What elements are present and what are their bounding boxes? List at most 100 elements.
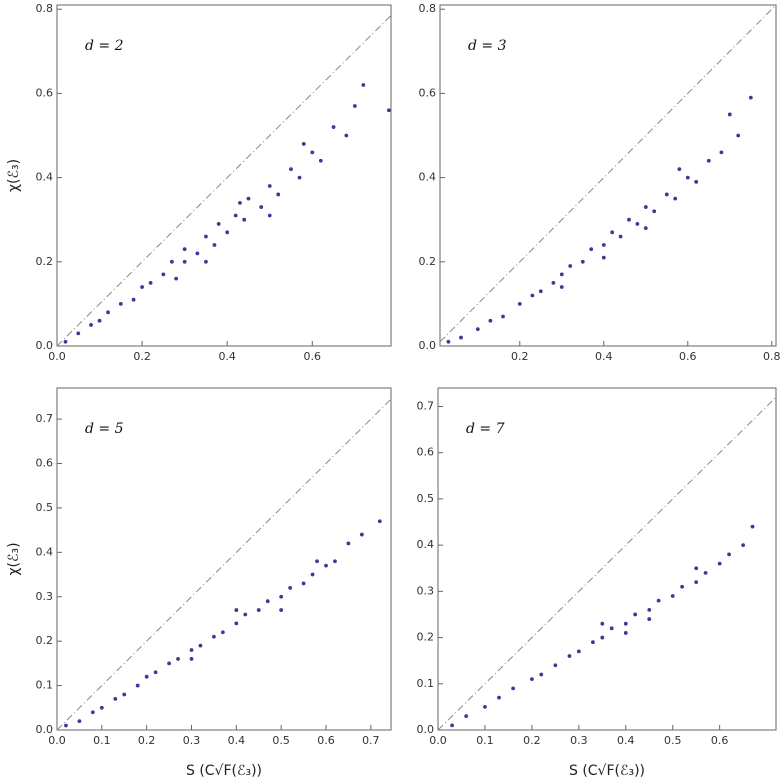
reference-diagonal (56, 398, 392, 731)
point (118, 302, 123, 306)
point (706, 158, 711, 163)
x-tick-label: 0.2 (138, 734, 156, 747)
point (189, 657, 194, 661)
point (90, 710, 95, 715)
x-tick-label: 0.1 (476, 734, 494, 747)
x-tick-label: 0.4 (218, 350, 236, 363)
point (475, 327, 480, 332)
point (89, 323, 93, 327)
point (635, 222, 640, 226)
point (517, 302, 522, 306)
point (276, 192, 281, 197)
point (361, 83, 366, 87)
point (589, 247, 594, 252)
x-tick-label: 0.4 (595, 350, 613, 363)
y-tick-label: 0.4 (417, 538, 435, 551)
y-tick-label: 0.2 (36, 634, 54, 647)
point (446, 339, 451, 344)
point (97, 318, 102, 323)
x-tick-label: 0.4 (228, 734, 246, 747)
x-axis-label: S (C√F(ℰ₃)) (186, 763, 262, 779)
point (182, 259, 187, 264)
point (246, 196, 251, 201)
point (346, 541, 351, 546)
x-tick-label: 0.0 (429, 734, 447, 747)
point (176, 657, 180, 661)
point (580, 259, 585, 264)
x-tick-label: 0.6 (679, 350, 697, 363)
plot-frame (439, 4, 777, 347)
point (643, 226, 648, 231)
y-tick-label: 0.0 (417, 723, 435, 736)
point (234, 608, 239, 612)
point (633, 612, 638, 617)
point (64, 723, 68, 728)
point (225, 230, 230, 235)
x-tick-label: 0.6 (317, 734, 335, 747)
y-tick-label: 0.4 (36, 171, 54, 184)
point (685, 175, 690, 180)
point (182, 247, 187, 252)
point (267, 213, 272, 218)
point (289, 167, 293, 172)
point (539, 672, 544, 677)
point (297, 175, 302, 180)
point (153, 670, 158, 675)
point (647, 607, 652, 612)
point (591, 640, 595, 645)
reference-diagonal (437, 396, 777, 731)
y-tick-label: 0.5 (36, 501, 54, 514)
point (694, 580, 699, 585)
point (279, 594, 284, 599)
point (167, 661, 171, 666)
point (267, 184, 272, 188)
x-tick-label: 0.2 (523, 734, 541, 747)
point (694, 179, 699, 184)
point (501, 314, 505, 319)
y-tick-label: 0.7 (36, 412, 54, 425)
x-tick-label: 0.2 (133, 350, 151, 363)
point (610, 230, 615, 235)
reference-diagonal (439, 4, 777, 343)
y-tick-label: 0.2 (417, 631, 435, 644)
point (377, 519, 382, 524)
point (122, 692, 127, 697)
point (99, 705, 104, 710)
point (677, 167, 682, 172)
point (717, 561, 722, 566)
point (511, 686, 516, 691)
x-tick-label: 0.6 (304, 350, 322, 363)
point (750, 524, 755, 529)
point (301, 581, 306, 586)
y-tick-label: 0.5 (417, 492, 435, 505)
point (576, 649, 581, 654)
y-tick-label: 0.1 (417, 677, 435, 690)
point (131, 297, 136, 302)
x-tick-label: 0.4 (617, 734, 635, 747)
point (279, 608, 284, 612)
point (483, 704, 487, 709)
x-tick-label: 0.6 (711, 734, 729, 747)
y-axis-label: χ(ℰ₃) (6, 159, 22, 192)
point (450, 723, 454, 728)
point (189, 648, 194, 652)
point (233, 213, 238, 218)
point (748, 95, 753, 100)
point (301, 142, 306, 146)
point (195, 251, 200, 256)
point (333, 559, 337, 564)
point (242, 217, 247, 222)
point (559, 272, 564, 277)
y-tick-label: 0.7 (417, 399, 435, 412)
point (643, 205, 648, 209)
point (324, 563, 328, 568)
point (694, 566, 699, 571)
y-tick-label: 0.4 (36, 545, 54, 558)
y-tick-label: 0.2 (36, 255, 54, 268)
annotation: d = 7 (466, 421, 505, 437)
point (647, 617, 652, 621)
point (331, 125, 336, 129)
y-tick-label: 0.1 (36, 679, 54, 692)
point (680, 584, 685, 589)
x-tick-label: 0.8 (763, 350, 781, 363)
